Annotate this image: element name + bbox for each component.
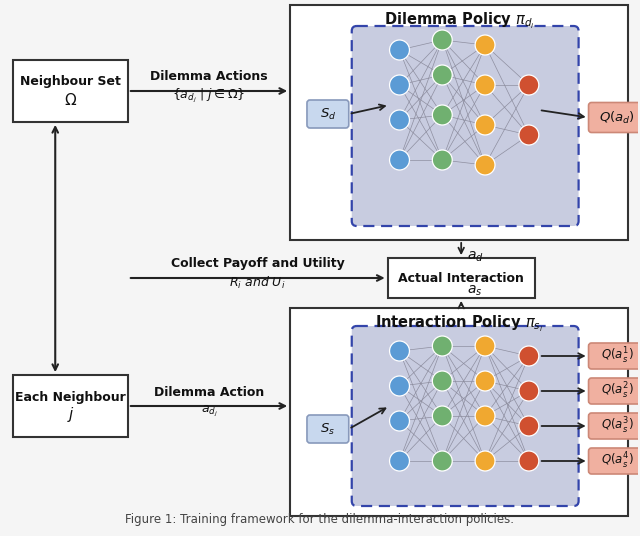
Circle shape xyxy=(433,451,452,471)
Text: Each Neighbour: Each Neighbour xyxy=(15,391,126,404)
Text: $S_d$: $S_d$ xyxy=(320,107,336,122)
Circle shape xyxy=(390,341,410,361)
Circle shape xyxy=(390,411,410,431)
Text: $Q(a_s^3)$: $Q(a_s^3)$ xyxy=(601,416,634,436)
Circle shape xyxy=(475,336,495,356)
Text: $Q(a_s^2)$: $Q(a_s^2)$ xyxy=(601,381,634,401)
Circle shape xyxy=(475,115,495,135)
FancyBboxPatch shape xyxy=(589,448,640,474)
Text: Dilemma Actions: Dilemma Actions xyxy=(150,71,268,84)
FancyBboxPatch shape xyxy=(307,415,349,443)
Circle shape xyxy=(433,406,452,426)
Text: Figure 1: Training framework for the dilemma-interaction policies.: Figure 1: Training framework for the dil… xyxy=(125,513,515,526)
Text: Actual Interaction: Actual Interaction xyxy=(398,272,524,285)
Circle shape xyxy=(390,110,410,130)
Text: $j$: $j$ xyxy=(67,406,75,425)
FancyBboxPatch shape xyxy=(589,413,640,439)
Circle shape xyxy=(433,30,452,50)
Bar xyxy=(290,308,628,516)
Text: $Q(a_d)$: $Q(a_d)$ xyxy=(600,109,636,125)
Circle shape xyxy=(390,150,410,170)
Circle shape xyxy=(519,125,539,145)
FancyBboxPatch shape xyxy=(589,343,640,369)
Circle shape xyxy=(433,336,452,356)
FancyBboxPatch shape xyxy=(352,26,579,226)
Text: Neighbour Set: Neighbour Set xyxy=(20,76,121,88)
Bar xyxy=(13,375,128,437)
Circle shape xyxy=(390,376,410,396)
Circle shape xyxy=(433,150,452,170)
Circle shape xyxy=(519,416,539,436)
Text: $a_{d_j}$: $a_{d_j}$ xyxy=(200,404,218,419)
Bar xyxy=(290,5,628,240)
Text: $Q(a_s^4)$: $Q(a_s^4)$ xyxy=(601,451,634,471)
Text: Dilemma Policy $\pi_{d_i}$: Dilemma Policy $\pi_{d_i}$ xyxy=(384,11,534,31)
Bar xyxy=(13,60,128,122)
Circle shape xyxy=(433,65,452,85)
Bar xyxy=(388,258,535,298)
Circle shape xyxy=(390,451,410,471)
Circle shape xyxy=(475,371,495,391)
Circle shape xyxy=(475,35,495,55)
Circle shape xyxy=(390,75,410,95)
FancyBboxPatch shape xyxy=(307,100,349,128)
Text: $a_d$: $a_d$ xyxy=(467,250,484,264)
Text: $a_s$: $a_s$ xyxy=(467,284,483,298)
Text: Collect Payoff and Utility: Collect Payoff and Utility xyxy=(171,257,344,271)
Text: $S_s$: $S_s$ xyxy=(321,421,335,436)
Text: Dilemma Action: Dilemma Action xyxy=(154,386,264,399)
Text: $\Omega$: $\Omega$ xyxy=(64,92,77,108)
Circle shape xyxy=(519,451,539,471)
Text: $R_i$ and $U_i$: $R_i$ and $U_i$ xyxy=(230,275,286,291)
Circle shape xyxy=(475,75,495,95)
Circle shape xyxy=(433,371,452,391)
Circle shape xyxy=(475,451,495,471)
Circle shape xyxy=(475,155,495,175)
Circle shape xyxy=(433,105,452,125)
FancyBboxPatch shape xyxy=(589,378,640,404)
Text: Interaction Policy $\pi_{s_i}$: Interaction Policy $\pi_{s_i}$ xyxy=(375,314,543,334)
Circle shape xyxy=(519,75,539,95)
Text: $\{a_{d_j}\ |\ j\in\Omega\}$: $\{a_{d_j}\ |\ j\in\Omega\}$ xyxy=(172,87,246,105)
FancyBboxPatch shape xyxy=(352,326,579,506)
Text: $Q(a_s^1)$: $Q(a_s^1)$ xyxy=(601,346,634,366)
Circle shape xyxy=(519,346,539,366)
Circle shape xyxy=(519,381,539,401)
Circle shape xyxy=(390,40,410,60)
FancyBboxPatch shape xyxy=(589,102,640,132)
Circle shape xyxy=(475,406,495,426)
